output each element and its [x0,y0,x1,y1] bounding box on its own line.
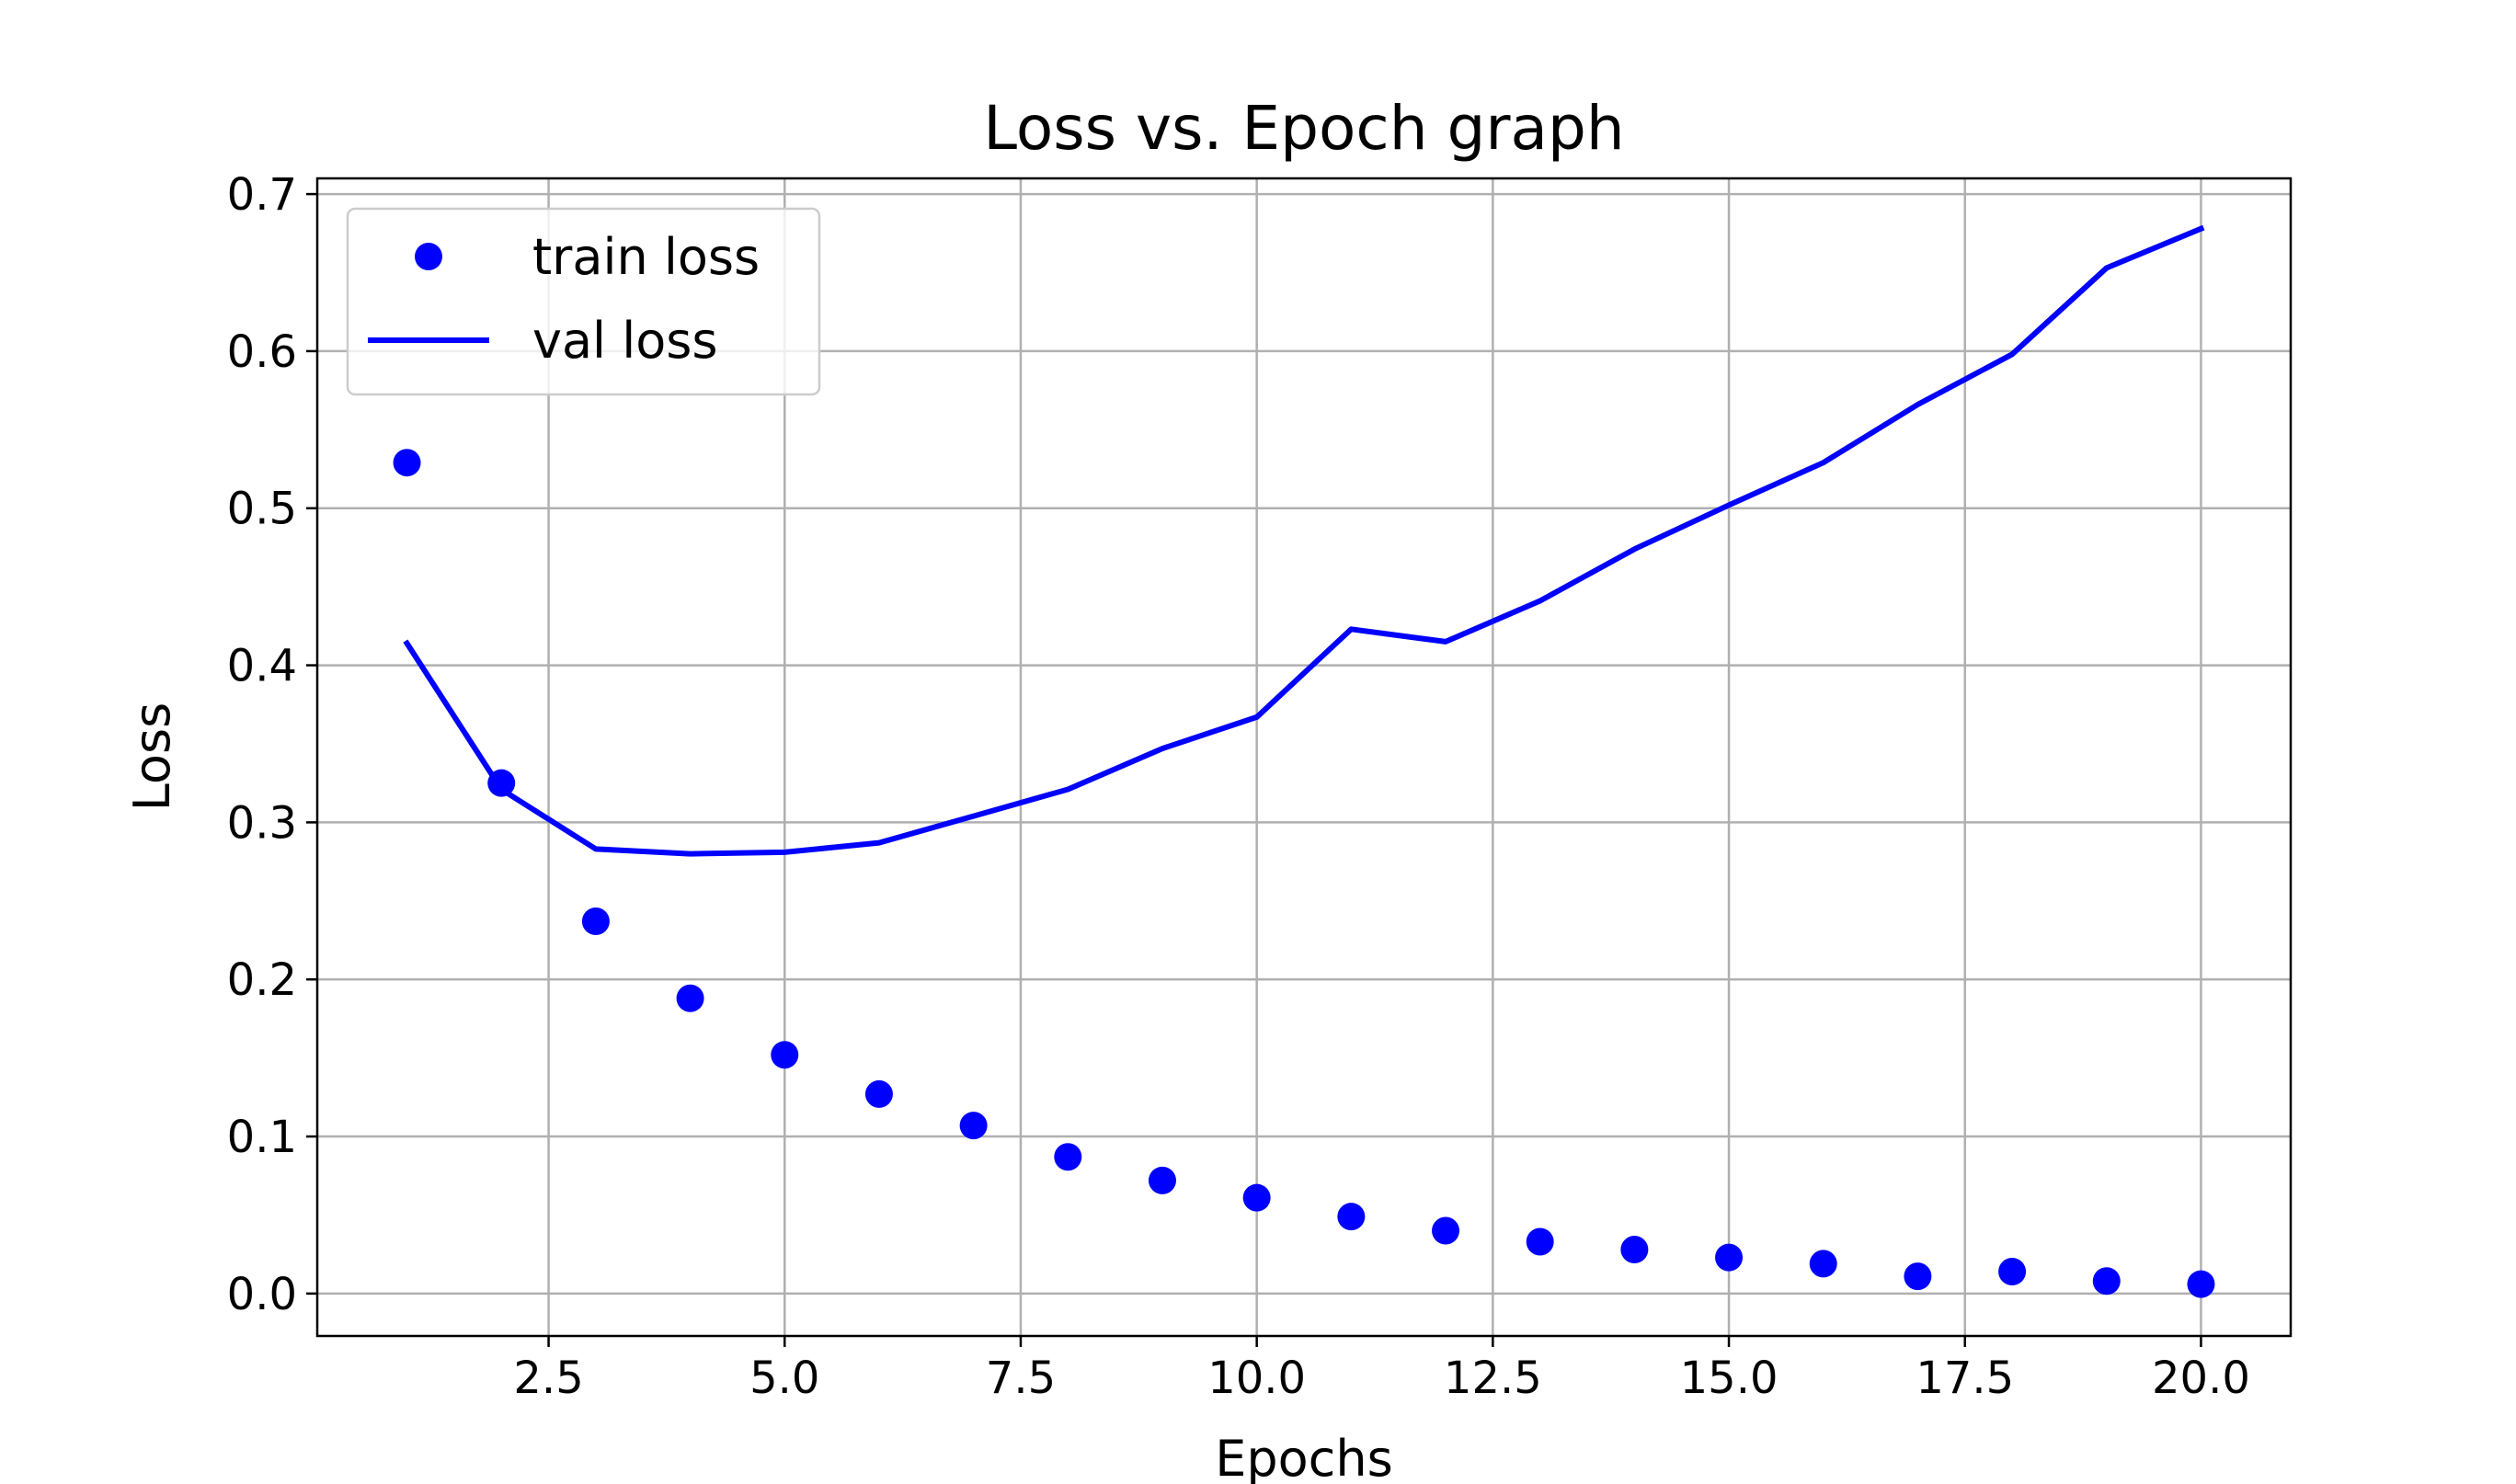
x-tick-label: 20.0 [2152,1353,2250,1404]
x-tick-label: 10.0 [1207,1353,1306,1404]
train-loss-point [959,1112,988,1140]
train-loss-point [393,449,421,477]
train-loss-point [487,769,516,797]
train-loss-point [1148,1166,1176,1194]
plot-frame [315,177,2293,1338]
train-loss-point [864,1079,893,1108]
legend-train-label: train loss [532,228,760,286]
x-tick-label: 5.0 [749,1353,819,1404]
y-axis-label: Loss [123,702,181,811]
train-loss-point [1242,1183,1271,1212]
val-loss-line [403,224,2205,857]
train-loss-point [1715,1243,1744,1272]
y-tick-label: 0.6 [227,326,297,378]
train-loss-point [1337,1203,1366,1231]
y-tick-label: 0.3 [227,797,297,849]
y-tick-label: 0.4 [227,641,297,692]
train-loss-point [1054,1143,1082,1171]
x-tick-label: 2.5 [513,1353,583,1404]
train-loss-point [771,1041,799,1069]
y-tick-label: 0.5 [227,484,297,535]
axis-ticks: 2.5 5.0 7.5 10.0 12.5 15.0 17.5 20.0 0.0 0.1 0.2 0.… [227,169,2250,1404]
x-tick-label: 7.5 [986,1353,1056,1404]
x-tick-label: 12.5 [1444,1353,1542,1404]
y-tick-label: 0.0 [227,1269,297,1320]
train-loss-point [1620,1236,1649,1264]
legend-box [346,207,821,396]
train-loss-point [1998,1257,2027,1285]
train-loss-point [1526,1227,1554,1256]
x-tick-label: 17.5 [1916,1353,2014,1404]
legend-train-marker [415,243,442,270]
train-loss-point [1432,1216,1460,1245]
plot-series [393,224,2215,1298]
x-axis-label: Epochs [1215,1430,1392,1484]
legend-val-label: val loss [532,312,718,370]
train-loss-point [1904,1262,1932,1291]
x-tick-label: 15.0 [1680,1353,1778,1404]
legend: train loss val loss [346,207,821,396]
train-loss-point [581,908,610,936]
train-loss-point [676,984,704,1012]
train-loss-point [1809,1250,1837,1278]
chart-title: Loss vs. Epoch graph [983,93,1624,164]
grid [317,178,2291,1336]
y-tick-label: 0.7 [227,169,297,221]
train-loss-point [2092,1267,2121,1296]
y-tick-label: 0.2 [227,954,297,1006]
y-tick-label: 0.1 [227,1112,297,1163]
train-loss-point [2187,1270,2215,1298]
